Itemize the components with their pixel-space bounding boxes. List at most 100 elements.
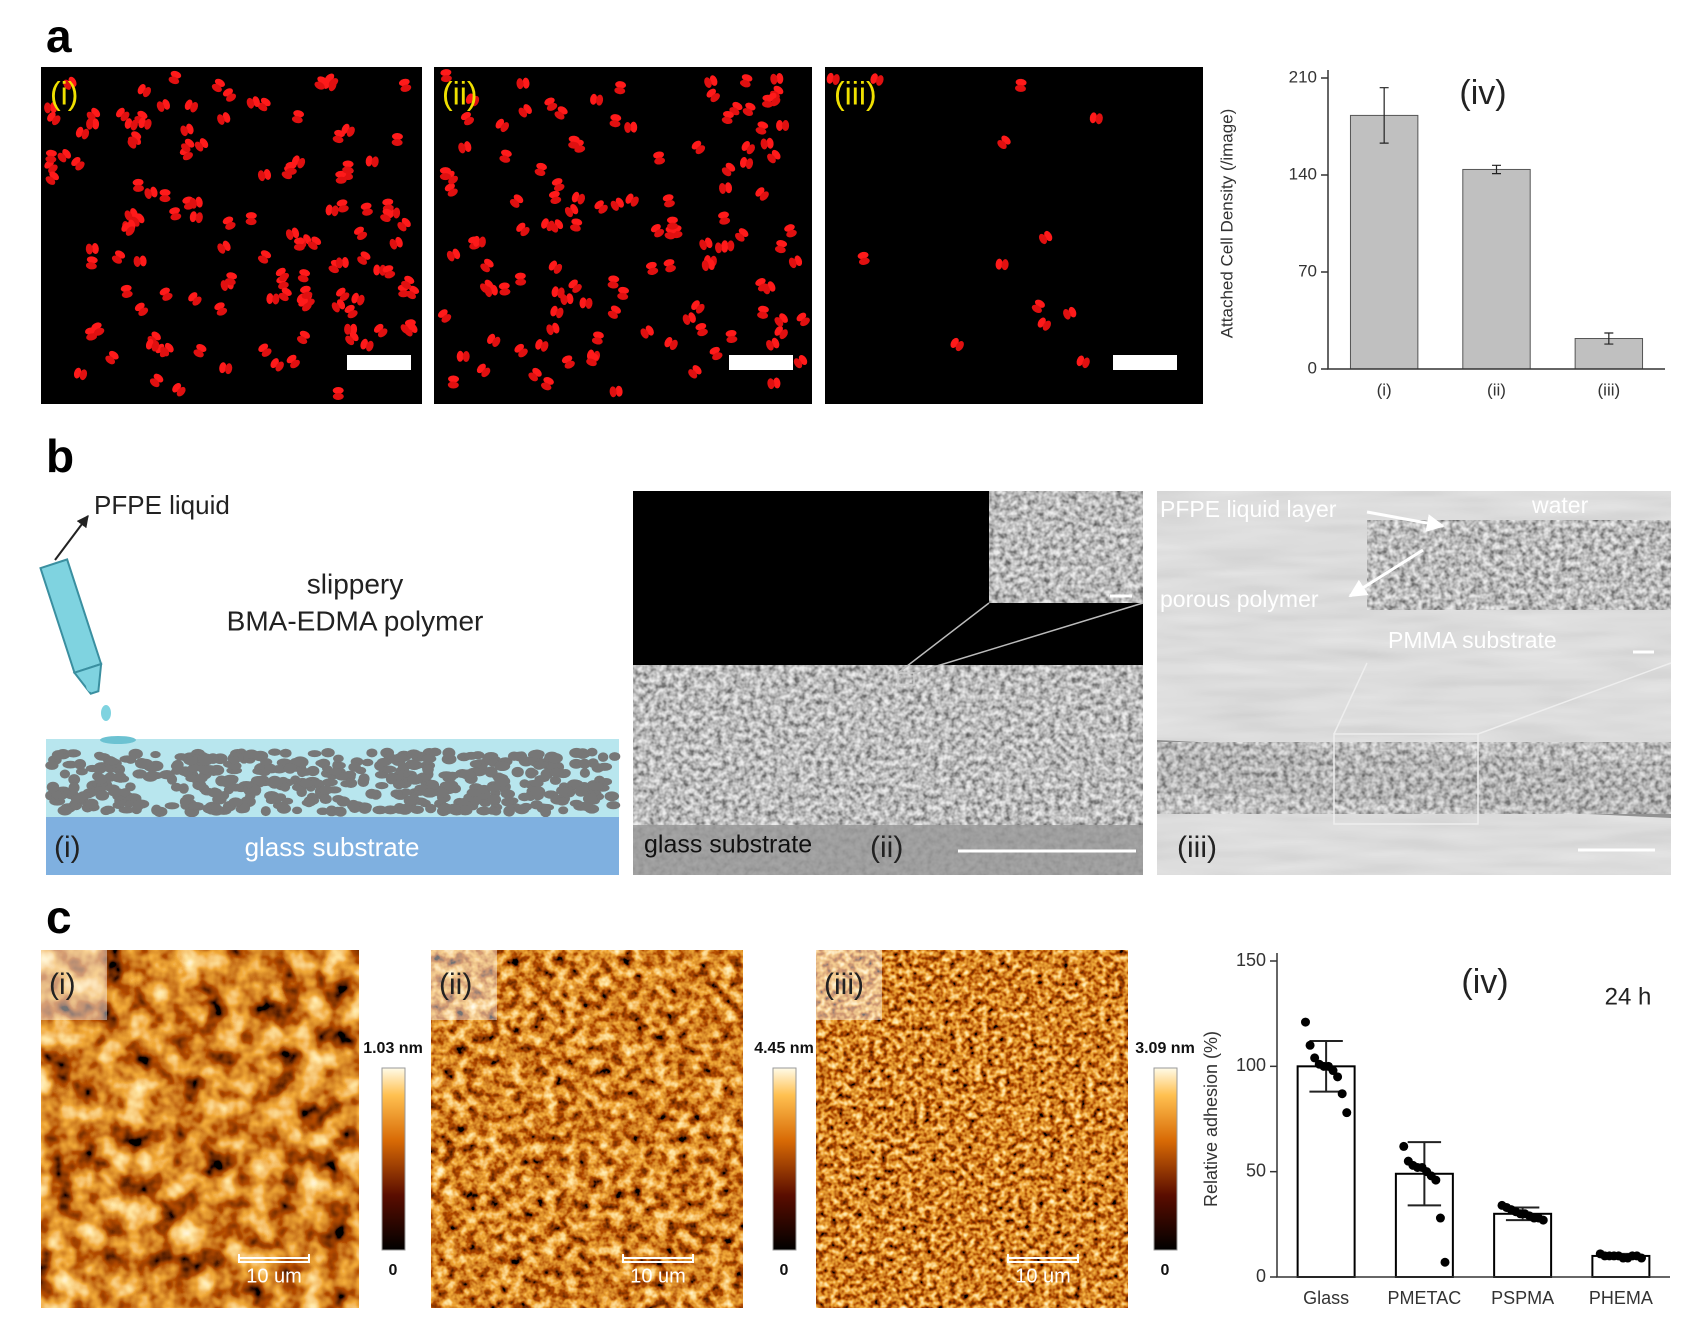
nucleus	[391, 132, 403, 141]
particle	[73, 759, 87, 770]
cell	[1089, 112, 1103, 125]
callout: PFPE liquid	[94, 490, 230, 520]
cell	[760, 137, 774, 150]
nucleus	[156, 101, 165, 112]
particle	[211, 803, 222, 812]
data-point	[1337, 1089, 1347, 1099]
cell	[145, 338, 160, 352]
particle	[332, 795, 345, 803]
cell	[480, 258, 494, 273]
particle	[329, 767, 342, 776]
nucleus	[180, 125, 188, 137]
particle	[340, 780, 352, 788]
nucleus	[170, 213, 182, 221]
particle	[100, 806, 112, 816]
particle	[132, 769, 147, 779]
cell	[950, 337, 964, 352]
nucleus	[439, 167, 451, 175]
particle	[228, 783, 244, 792]
particle	[511, 766, 524, 778]
cell	[246, 96, 260, 109]
cell	[514, 343, 528, 358]
cell	[640, 325, 654, 339]
nucleus	[357, 294, 365, 306]
image-label: (ii)	[870, 831, 903, 864]
cell	[741, 140, 756, 155]
cell	[1031, 299, 1045, 313]
scale-bar	[622, 1254, 694, 1263]
particle	[185, 774, 200, 783]
cell	[222, 216, 236, 230]
nucleus	[400, 324, 410, 334]
cell	[653, 151, 666, 165]
cell	[625, 193, 639, 207]
nucleus	[540, 341, 549, 352]
nucleus	[356, 231, 368, 240]
nucleus	[464, 141, 472, 152]
cell	[121, 222, 135, 236]
cell	[188, 292, 202, 306]
nucleus	[342, 166, 354, 174]
scale-bar	[1007, 1254, 1079, 1263]
cell	[561, 355, 575, 369]
particle	[292, 806, 303, 815]
nucleus	[50, 102, 58, 114]
cell	[509, 194, 524, 208]
particle	[119, 755, 135, 763]
nucleus	[492, 336, 501, 347]
colorbar-min: 0	[780, 1262, 789, 1279]
nucleus	[337, 205, 349, 213]
nucleus	[384, 270, 396, 279]
nucleus	[144, 188, 152, 199]
nucleus	[297, 157, 306, 169]
nucleus	[299, 285, 311, 294]
cell	[291, 110, 305, 124]
nucleus	[793, 358, 803, 369]
nucleus	[151, 340, 160, 352]
nucleus	[139, 255, 147, 267]
nucleus	[168, 76, 180, 85]
nucleus	[142, 86, 151, 98]
cell	[214, 302, 228, 316]
cell	[739, 156, 754, 170]
nucleus	[81, 128, 90, 140]
nucleus	[194, 141, 204, 152]
nucleus	[757, 121, 769, 129]
particle	[358, 803, 372, 814]
particle	[469, 760, 482, 768]
data-point	[1342, 1108, 1352, 1118]
image-label: (iii)	[824, 968, 864, 1001]
chart-title: (iv)	[1461, 963, 1508, 1001]
nucleus	[211, 83, 222, 93]
nucleus	[86, 118, 94, 130]
nucleus	[190, 101, 199, 113]
cell	[755, 187, 769, 201]
annotation: 24 h	[1605, 983, 1652, 1010]
nucleus	[299, 269, 311, 277]
cell	[324, 73, 339, 88]
nucleus	[440, 75, 452, 83]
nucleus	[341, 256, 349, 268]
nucleus	[773, 377, 781, 389]
nucleus	[552, 322, 560, 334]
arrow	[54, 515, 89, 561]
cell	[767, 149, 781, 164]
particle	[279, 748, 292, 758]
cell	[360, 202, 373, 216]
cell	[133, 255, 147, 267]
data-point	[1538, 1215, 1548, 1225]
cell	[568, 279, 582, 293]
particle	[531, 749, 544, 759]
particle	[94, 773, 108, 785]
nucleus	[193, 349, 204, 358]
nucleus	[291, 115, 303, 124]
cell	[245, 212, 257, 226]
nucleus	[339, 292, 350, 302]
particle	[307, 750, 322, 758]
nucleus	[536, 162, 548, 171]
nucleus	[800, 317, 810, 327]
cell	[870, 73, 884, 86]
cell	[551, 286, 565, 299]
particle	[197, 753, 214, 764]
nucleus	[1015, 84, 1026, 92]
